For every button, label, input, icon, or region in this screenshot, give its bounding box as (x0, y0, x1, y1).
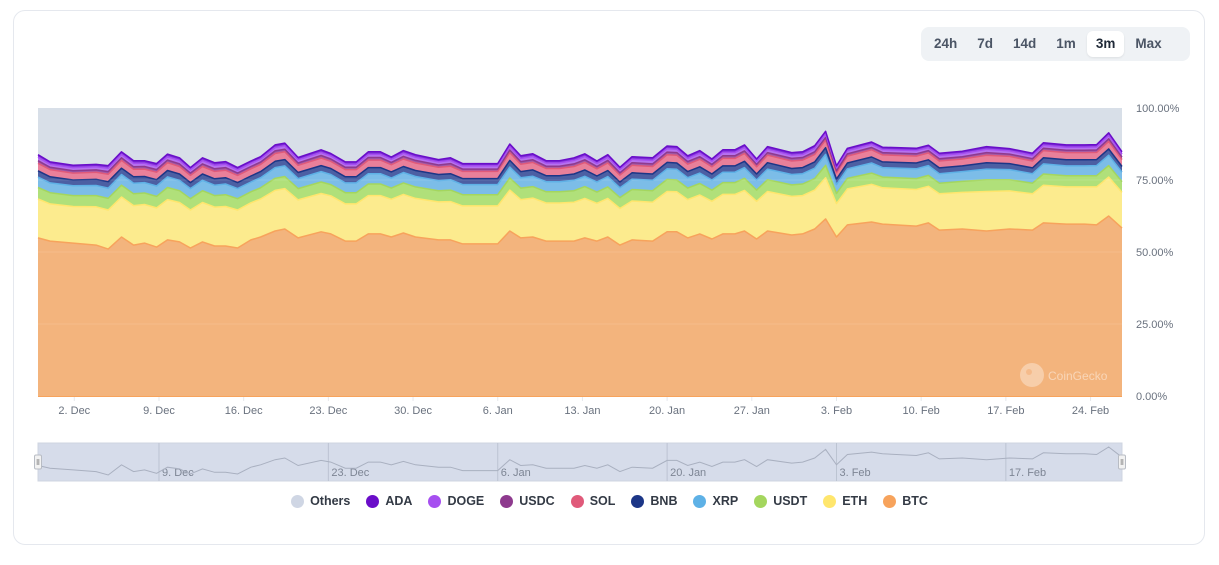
range-button-14d[interactable]: 14d (1013, 36, 1037, 51)
range-button-max[interactable]: Max (1135, 36, 1162, 51)
chart-card (13, 10, 1205, 545)
legend-label: ADA (385, 494, 413, 508)
range-button-1m[interactable]: 1m (1056, 36, 1076, 51)
legend-label: BNB (650, 494, 678, 508)
legend-label: BTC (902, 494, 928, 508)
legend-marker-icon (631, 494, 645, 508)
legend-label: SOL (589, 494, 616, 508)
legend-label: Others (310, 494, 351, 508)
legend-label: DOGE (447, 494, 485, 508)
legend-item-sol[interactable]: SOL (570, 494, 616, 508)
legend: Others ADA DOGE USDC SOL BNB XRP USDT ETH BTC (0, 494, 1219, 508)
legend-item-usdt[interactable]: USDT (754, 494, 807, 508)
legend-label: XRP (712, 494, 739, 508)
range-button-7d[interactable]: 7d (977, 36, 994, 51)
legend-item-xrp[interactable]: XRP (693, 494, 738, 508)
legend-item-eth[interactable]: ETH (823, 494, 867, 508)
legend-item-usdc[interactable]: USDC (500, 494, 555, 508)
range-button-3m[interactable]: 3m (1086, 31, 1125, 57)
legend-item-bnb[interactable]: BNB (631, 494, 677, 508)
legend-marker-icon (366, 494, 380, 508)
legend-marker-icon (500, 494, 514, 508)
legend-item-others[interactable]: Others (291, 494, 350, 508)
legend-marker-icon (823, 494, 837, 508)
legend-marker-icon (883, 494, 897, 508)
range-button-24h[interactable]: 24h (934, 36, 958, 51)
legend-marker-icon (754, 494, 768, 508)
legend-item-doge[interactable]: DOGE (428, 494, 484, 508)
legend-item-ada[interactable]: ADA (366, 494, 412, 508)
legend-marker-icon (693, 494, 707, 508)
legend-label: ETH (842, 494, 868, 508)
legend-item-btc[interactable]: BTC (883, 494, 928, 508)
legend-marker-icon (291, 494, 305, 508)
legend-marker-icon (570, 494, 584, 508)
legend-label: USDC (519, 494, 555, 508)
legend-label: USDT (773, 494, 808, 508)
legend-marker-icon (428, 494, 442, 508)
time-range-selector: 24h 7d 14d 1m 3m Max (921, 27, 1190, 61)
